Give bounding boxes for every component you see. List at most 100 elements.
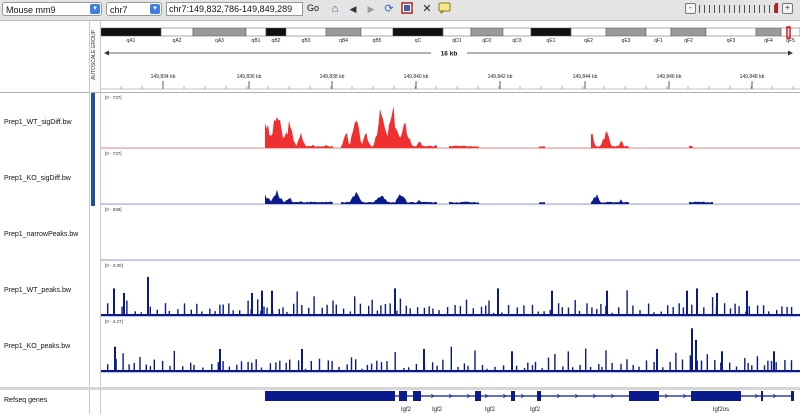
peak-bar-tall	[113, 288, 115, 316]
gene-label: Igf2os	[713, 407, 729, 413]
range-label-narrowpeaks: [0 - 598]	[105, 207, 122, 212]
peak-bar	[748, 306, 750, 316]
peak-bar	[222, 361, 224, 372]
peak-bar	[459, 306, 462, 316]
peak-bar	[260, 367, 263, 372]
band-label: qD1	[452, 38, 461, 44]
peak-bar-tall	[695, 339, 697, 372]
peak-bar	[202, 367, 204, 372]
peak-bar	[480, 306, 483, 316]
peak-bar	[605, 350, 607, 372]
peak-bar	[574, 300, 576, 316]
peak-bar	[145, 364, 147, 372]
track-name-ko-peaks[interactable]: Prep1_KO_peaks.bw	[4, 343, 71, 350]
peak-bar	[115, 359, 117, 372]
gene-exon	[399, 391, 407, 401]
gene-strand-arrow	[718, 393, 723, 399]
gene-strand-arrow	[538, 393, 543, 399]
peak-bar	[639, 310, 641, 316]
back-icon[interactable]: ◀	[349, 4, 357, 14]
peak-bar	[201, 311, 203, 316]
peak-bar-tall	[261, 290, 263, 316]
peak-bar	[682, 307, 685, 316]
peak-bar	[247, 300, 249, 316]
peak-bar	[467, 365, 469, 372]
gene-exon	[691, 391, 741, 401]
peak-bar-tall	[721, 351, 723, 372]
peak-bar	[531, 365, 534, 372]
peak-bar-tall	[656, 349, 658, 372]
gene-strand-arrow	[610, 393, 615, 399]
peak-bar-tall	[423, 349, 425, 372]
track-name-wt-peaks[interactable]: Prep1_WT_peaks.bw	[4, 287, 71, 294]
ideogram-band	[502, 27, 532, 37]
ideogram-band	[245, 27, 267, 37]
peak-bar	[266, 307, 268, 316]
peak-bar	[149, 366, 152, 372]
peak-bar	[318, 358, 321, 372]
peak-bar	[355, 359, 357, 372]
zoom-in-button[interactable]: +	[782, 3, 793, 14]
peak-bar	[723, 303, 726, 316]
peak-bar	[133, 362, 135, 372]
forward-icon[interactable]: ▶	[367, 4, 375, 14]
peak-bar	[735, 366, 738, 372]
refresh-icon[interactable]: ⟳	[384, 3, 394, 15]
peak-bar	[626, 290, 628, 316]
range-label-wt-peaks: [0 - 3.00]	[105, 263, 123, 268]
peak-bar	[255, 359, 257, 372]
peak-bar	[720, 362, 722, 372]
home-icon[interactable]: ⌂	[331, 3, 339, 15]
ideogram-ruler-panel[interactable]: qA1 qA2 qA3 qB1 qB2 qB3 qB4 qB5 qC qD1 qD2 qD3 qE1 qE…	[100, 21, 800, 93]
peak-bar	[342, 308, 345, 316]
zoom-slider[interactable]	[699, 5, 779, 13]
peak-bar	[770, 360, 773, 372]
peak-bar	[153, 359, 155, 372]
peak-bar	[756, 356, 759, 372]
roi-icon[interactable]	[400, 2, 414, 16]
peak-bar	[285, 362, 287, 372]
ideogram-band	[645, 27, 672, 37]
peak-bar	[313, 296, 315, 316]
track-name-ko-sigdiff[interactable]: Prep1_KO_sigDiff.bw	[4, 175, 71, 182]
peak-bar	[260, 310, 262, 316]
peak-bar	[669, 361, 671, 372]
signal-area	[689, 145, 693, 148]
peak-bar	[350, 357, 353, 372]
gene-strand-arrow	[772, 393, 777, 399]
data-panel[interactable]: [0 - 737] [0 - 737] [0 - 598] [0 - 3.00]…	[101, 93, 800, 414]
gene-strand-arrow	[574, 393, 579, 399]
peak-bar	[263, 306, 265, 316]
band-label: qF5	[786, 38, 795, 44]
signal-area	[539, 146, 545, 148]
ideogram-band	[705, 27, 757, 37]
genome-select[interactable]: Mouse mm9 ▾	[2, 2, 102, 16]
resize-icon[interactable]: ✕	[422, 3, 432, 15]
peak-bar	[282, 307, 284, 316]
ideogram-band	[570, 27, 607, 37]
track-name-wt-sigdiff[interactable]: Prep1_WT_sigDiff.bw	[4, 119, 72, 126]
peak-bar	[729, 308, 732, 316]
band-label: qF3	[727, 38, 736, 44]
peak-bar	[228, 366, 231, 372]
chromosome-select[interactable]: chr7 ▾	[106, 2, 162, 16]
zoom-widget[interactable]: - +	[685, 3, 793, 15]
ruler-tick-label: 149,836 kb	[237, 74, 262, 80]
panel-divider[interactable]	[0, 387, 800, 390]
locus-input[interactable]: chr7:149,832,786-149,849,289	[166, 2, 303, 16]
ideogram-band	[605, 27, 647, 37]
gene-exon	[537, 391, 541, 401]
band-label: qD3	[512, 38, 521, 44]
band-label: qE2	[584, 38, 593, 44]
peak-bar	[190, 362, 192, 372]
track-name-refseq[interactable]: Refseq genes	[4, 397, 48, 404]
track-name-narrowpeaks[interactable]: Prep1_narrowPeaks.bw	[4, 231, 79, 238]
zoom-out-button[interactable]: -	[685, 3, 696, 14]
peak-bar	[589, 366, 592, 372]
go-button[interactable]: Go	[307, 3, 320, 13]
chromosome-value: chr7	[110, 5, 128, 15]
popup-text-icon[interactable]	[437, 2, 451, 16]
peak-bar	[747, 363, 749, 372]
gene-strand-arrow	[448, 393, 453, 399]
peak-bar	[507, 305, 510, 316]
